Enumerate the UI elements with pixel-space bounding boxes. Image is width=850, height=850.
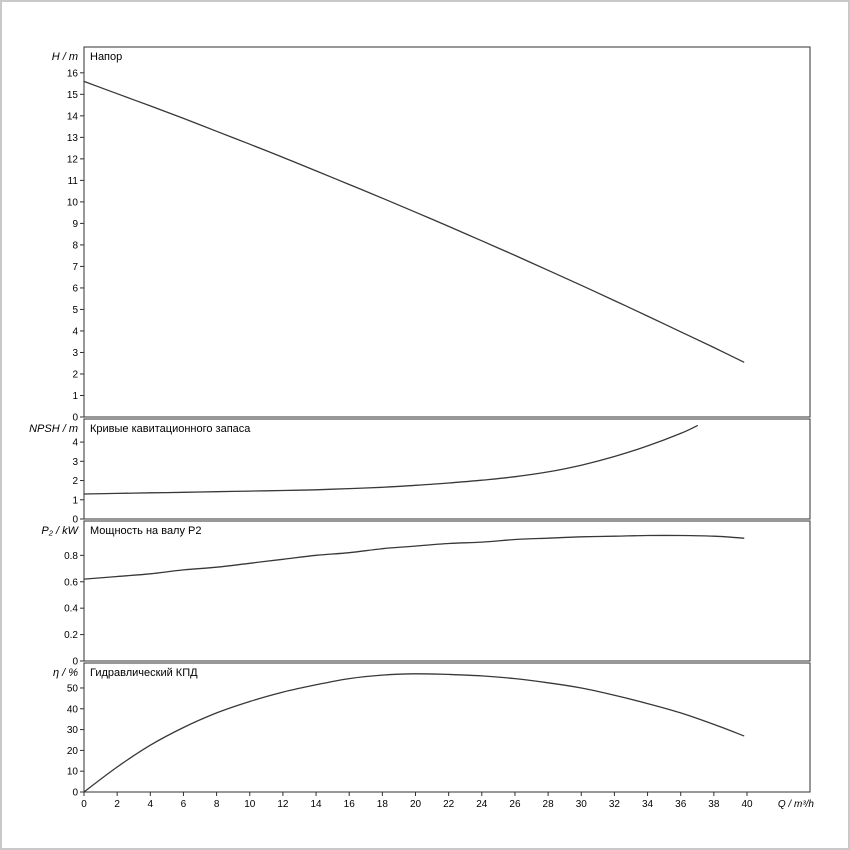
x-tick-label: 22 — [443, 799, 455, 810]
y-tick-label: 14 — [67, 111, 79, 122]
y-tick-label: 5 — [72, 305, 78, 316]
x-tick-label: 12 — [277, 799, 289, 810]
panel-frame-head — [83, 46, 811, 418]
x-tick-label: 8 — [214, 799, 220, 810]
y-tick-label: 1 — [72, 391, 78, 402]
x-tick-label: 0 — [81, 799, 87, 810]
y-tick-label: 50 — [67, 683, 79, 694]
y-tick-label: 0 — [72, 657, 78, 668]
y-tick-label: 6 — [72, 283, 78, 294]
y-tick-label: 10 — [67, 767, 79, 778]
y-tick-label: 1 — [72, 495, 78, 506]
head-axis-label: H / m — [51, 51, 78, 63]
x-tick-label: 26 — [509, 799, 521, 810]
x-tick-label: 4 — [148, 799, 154, 810]
y-tick-label: 3 — [72, 348, 78, 359]
y-tick-label: 7 — [72, 262, 78, 273]
x-tick-label: 16 — [344, 799, 356, 810]
efficiency-panel-title: Гидравлический КПД — [90, 667, 198, 679]
y-tick-label: 0 — [72, 413, 78, 424]
x-tick-label: 34 — [642, 799, 654, 810]
x-tick-label: 6 — [181, 799, 187, 810]
x-tick-label: 14 — [310, 799, 322, 810]
panel-frame-shaft-power — [83, 520, 811, 662]
x-tick-label: 18 — [377, 799, 389, 810]
x-tick-label: 10 — [244, 799, 256, 810]
power-axis-label: P₂ / kW — [41, 525, 78, 537]
npsh-panel-title: Кривые кавитационного запаса — [90, 423, 251, 435]
x-tick-label: 30 — [576, 799, 588, 810]
y-tick-label: 13 — [67, 133, 79, 144]
x-tick-label: 2 — [114, 799, 120, 810]
panel-frame-efficiency — [83, 662, 811, 793]
y-tick-label: 30 — [67, 725, 79, 736]
y-tick-label: 0 — [72, 515, 78, 526]
y-tick-label: 40 — [67, 704, 79, 715]
curve-npsh — [83, 425, 698, 495]
panel-frame-npsh — [83, 418, 811, 520]
head-panel-title: Напор — [90, 51, 123, 63]
y-tick-label: 0.6 — [64, 577, 78, 588]
x-tick-label: 24 — [476, 799, 488, 810]
y-tick-label: 2 — [72, 369, 78, 380]
y-tick-label: 8 — [72, 240, 78, 251]
x-tick-label: 32 — [609, 799, 621, 810]
power-panel-title: Мощность на валу P2 — [90, 525, 202, 537]
curve-head — [83, 80, 745, 363]
x-tick-label: 20 — [410, 799, 422, 810]
y-tick-label: 2 — [72, 476, 78, 487]
y-tick-label: 0.4 — [64, 604, 78, 615]
y-tick-label: 3 — [72, 457, 78, 468]
y-tick-label: 11 — [68, 176, 79, 187]
curve-efficiency — [83, 673, 745, 793]
y-tick-label: 4 — [72, 326, 78, 337]
y-tick-label: 12 — [67, 154, 79, 165]
y-tick-label: 15 — [67, 90, 79, 101]
y-tick-label: 4 — [72, 438, 78, 449]
y-tick-label: 10 — [67, 197, 79, 208]
y-tick-label: 9 — [72, 219, 78, 230]
curve-shaft-power — [83, 534, 745, 580]
x-tick-label: 38 — [708, 799, 720, 810]
x-tick-label: 28 — [543, 799, 555, 810]
x-tick-label: 40 — [741, 799, 753, 810]
y-tick-label: 0.8 — [64, 551, 78, 562]
y-tick-label: 20 — [67, 746, 79, 757]
x-tick-label: 36 — [675, 799, 687, 810]
npsh-axis-label: NPSH / m — [29, 423, 78, 435]
y-tick-label: 0 — [72, 788, 78, 799]
y-tick-label: 0.2 — [64, 630, 78, 641]
efficiency-axis-label: η / % — [52, 667, 78, 679]
x-axis-label: Q / m³/h — [778, 799, 815, 810]
y-tick-label: 16 — [67, 68, 79, 79]
